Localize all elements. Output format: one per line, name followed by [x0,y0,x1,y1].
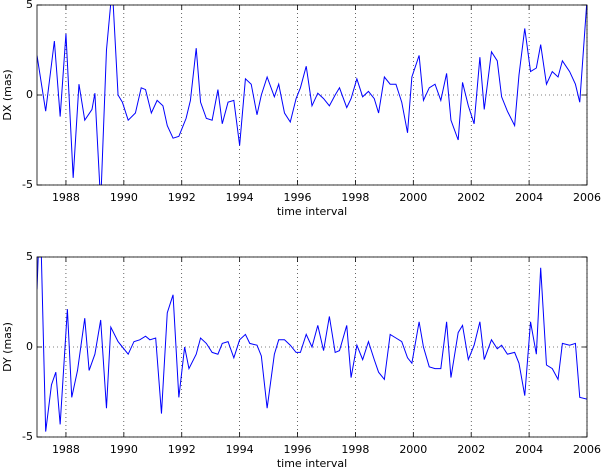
y-tick-label: -5 [22,430,33,443]
x-tick-label: 2004 [515,443,543,456]
plot-frame [36,4,588,186]
subplot: 1988 1990 1992 1994 1996 1998 2000 2002 2004 2006… [1,250,601,470]
data-line [37,257,587,432]
x-tick-label: 2002 [457,191,485,204]
x-tick-label: 1996 [284,191,312,204]
x-tick-label: 2000 [399,443,427,456]
y-tick-label: 5 [26,250,33,263]
x-axis-label: time interval [277,457,347,470]
x-tick-label: 1988 [52,443,80,456]
x-axis-label: time interval [277,205,347,218]
data-line [37,5,587,185]
x-tick-label: 1992 [168,191,196,204]
x-tick-label: 1990 [110,443,138,456]
x-tick-label: 2004 [515,191,543,204]
y-axis-label: DY (mas) [1,322,14,372]
subplot: 1988 1990 1992 1994 1996 1998 2000 2002 2004 2006… [1,0,601,218]
plot-frame [36,256,588,438]
x-tick-label: 1994 [226,443,254,456]
x-tick-label: 1990 [110,191,138,204]
x-tick-label: 2006 [573,191,601,204]
y-tick-label: -5 [22,178,33,191]
x-tick-label: 1996 [284,443,312,456]
x-tick-label: 1998 [341,443,369,456]
x-tick-label: 2002 [457,443,485,456]
y-tick-label: 0 [26,88,33,101]
x-tick-label: 2000 [399,191,427,204]
x-tick-label: 1988 [52,191,80,204]
y-tick-label: 5 [26,0,33,11]
y-tick-label: 0 [26,340,33,353]
x-tick-label: 1994 [226,191,254,204]
y-axis-label: DX (mas) [1,69,14,120]
x-tick-label: 1992 [168,443,196,456]
x-tick-label: 2006 [573,443,601,456]
x-tick-label: 1998 [341,191,369,204]
